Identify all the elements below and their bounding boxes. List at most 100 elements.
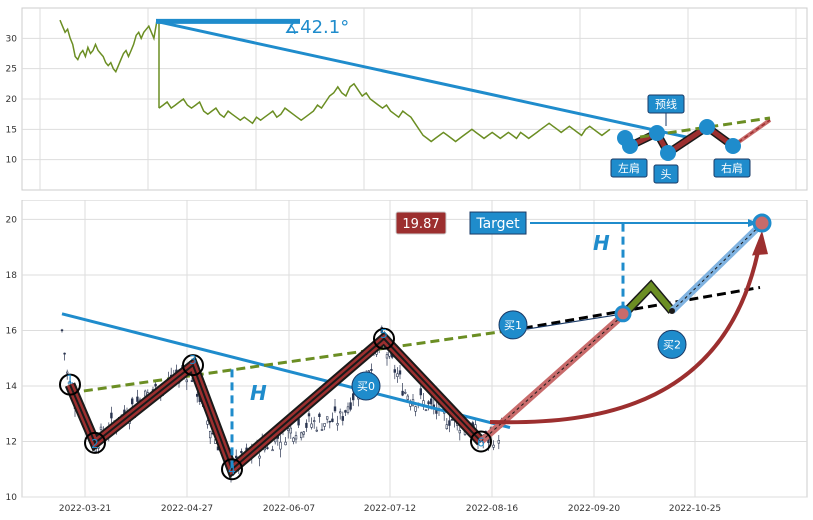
buy1-point xyxy=(614,305,632,323)
candle-body xyxy=(450,419,454,421)
y-tick-label: 15 xyxy=(6,125,17,135)
target-point xyxy=(752,213,772,233)
target-value-box xyxy=(395,211,447,235)
candle-body xyxy=(325,416,329,420)
target-curve-arrow xyxy=(489,241,762,425)
candle-body xyxy=(302,431,305,435)
hs-point xyxy=(725,138,741,154)
candle-body xyxy=(294,435,298,440)
target-curve-arrowhead xyxy=(752,230,768,256)
candle-body xyxy=(398,370,402,375)
y-tick-label: 10 xyxy=(6,156,18,166)
x-tick-label: 2022-10-25 xyxy=(669,504,721,514)
candle-body xyxy=(315,429,318,432)
candle-body xyxy=(240,451,243,454)
target-box xyxy=(469,211,527,235)
candle-body xyxy=(338,411,342,414)
y-tick-label: 30 xyxy=(6,34,18,44)
candle-body xyxy=(190,380,194,382)
y-tick-label: 20 xyxy=(6,95,18,105)
candle-body xyxy=(196,393,199,397)
candle-body xyxy=(492,444,495,448)
x-tick-label: 2022-06-07 xyxy=(263,504,315,514)
height-label-left: H xyxy=(250,381,267,405)
candle-body xyxy=(427,401,430,405)
candle-body xyxy=(320,429,324,431)
target-value: 19.87 xyxy=(402,217,439,232)
candle-body xyxy=(131,398,134,405)
candle-body xyxy=(336,423,339,426)
candle-body xyxy=(414,406,417,412)
y-tick-label: 20 xyxy=(6,215,18,225)
hs-point xyxy=(622,138,638,154)
head-label: 头 xyxy=(661,168,672,181)
candle-body xyxy=(136,396,139,402)
candle-body xyxy=(289,427,292,434)
candle-body xyxy=(307,413,311,417)
buy1-label-circle xyxy=(498,310,528,340)
hs-point xyxy=(660,145,676,161)
x-tick-label: 2022-09-20 xyxy=(568,504,621,514)
candle-body xyxy=(185,379,188,383)
left-shoulder-label-box xyxy=(610,158,648,178)
pattern-point-label: 6 xyxy=(477,435,485,449)
projection-final-dash xyxy=(671,223,763,312)
candle-body xyxy=(305,422,308,428)
right-shoulder-label: 右肩 xyxy=(721,161,743,175)
candle-body xyxy=(331,418,334,423)
x-tick-label: 2022-07-12 xyxy=(364,504,416,514)
candle-body xyxy=(266,447,269,449)
candle-body xyxy=(63,352,66,355)
y-tick-label: 16 xyxy=(6,326,18,336)
candle-body xyxy=(144,390,147,397)
price-line xyxy=(59,19,160,74)
bottom-chart: 2022-03-21 2022-04-27 2022-06-07 2022-07-12… xyxy=(6,200,808,514)
trendline xyxy=(155,19,691,140)
candle-body xyxy=(66,371,69,374)
candle-body xyxy=(351,393,355,401)
candle-body xyxy=(393,369,396,373)
candle-body xyxy=(209,430,212,439)
candle-body xyxy=(284,441,287,446)
candle-body xyxy=(328,420,331,423)
angle-label: ∡42.1° xyxy=(284,17,349,38)
y-tick-label: 18 xyxy=(6,271,18,281)
x-tick-label: 2022-03-21 xyxy=(59,504,111,514)
target-label: Target xyxy=(475,216,520,232)
pattern-point-label: 1 xyxy=(66,373,74,387)
right-shoulder-label-box xyxy=(713,158,751,178)
pattern-point-label: 2 xyxy=(91,437,99,451)
buy0-label-circle xyxy=(351,371,381,401)
left-shoulder-label: 左肩 xyxy=(618,161,640,175)
pattern-point-circle xyxy=(221,458,243,481)
candle-body xyxy=(445,424,448,430)
candle-body xyxy=(323,423,326,427)
pattern-point-circle xyxy=(470,430,492,453)
buy1-pointer xyxy=(526,314,616,330)
candle-body xyxy=(344,410,347,413)
hs-point xyxy=(699,119,715,135)
candle-body xyxy=(286,428,290,431)
candle-body xyxy=(370,369,373,371)
hs-point xyxy=(649,125,665,141)
candle-body xyxy=(110,412,113,419)
candle-body xyxy=(429,398,433,405)
candle-body xyxy=(258,455,261,459)
x-tick-label: 2022-08-16 xyxy=(466,504,519,514)
candle-body xyxy=(341,416,344,421)
neckline-label: 预线 xyxy=(655,97,677,111)
pattern-point-label: 5 xyxy=(380,327,388,341)
candle-body xyxy=(367,370,370,373)
head-label-box xyxy=(653,164,679,184)
pattern-point-circle xyxy=(373,327,395,350)
height-label-right: H xyxy=(593,231,610,255)
y-tick-label: 14 xyxy=(6,382,18,392)
buy2-label: 买2 xyxy=(663,338,681,351)
pattern-point-label: 3 xyxy=(189,353,197,367)
pattern-point-circle xyxy=(84,431,106,454)
top-chart: 10 15 20 25 30 ∡42.1° 左肩头 右肩 预线 xyxy=(6,7,808,191)
candle-body xyxy=(401,390,404,396)
y-tick-label: 12 xyxy=(6,437,17,447)
candle-body xyxy=(299,432,303,439)
